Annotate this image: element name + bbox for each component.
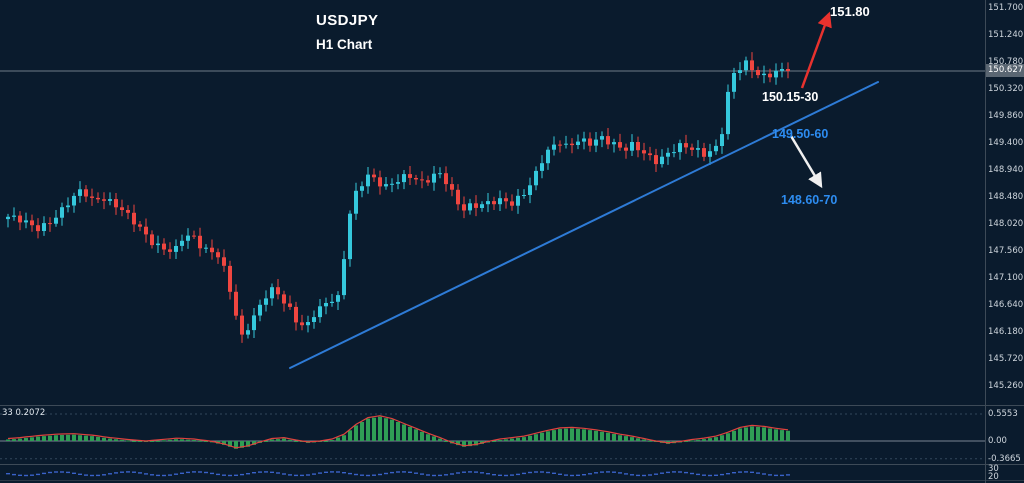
sub-indicator-axis-label: 20 [988,472,999,482]
panel-separator-bottom [0,480,1024,481]
support-label-1: 149.50-60 [772,127,829,141]
bullish-target-arrow [800,11,832,89]
price-axis-label: 148.940 [988,165,1024,175]
timeframe-label: H1 Chart [316,37,373,52]
price-axis-label: 149.400 [988,138,1024,148]
target-label: 151.80 [830,4,870,19]
symbol-label: USDJPY [316,12,379,29]
annotation-arrows [789,11,832,189]
price-axis-label: 150.320 [988,84,1024,94]
price-axis-label: 151.700 [988,3,1024,13]
panel-separator-main-oscillator [0,405,1024,406]
pullback-arrow [789,135,823,189]
price-axis-separator [985,0,986,483]
candles [6,52,790,343]
support-label-2: 148.60-70 [781,193,838,207]
sub-indicator-marks [6,471,790,477]
price-axis-label: 145.260 [988,381,1024,391]
indicator-value-label: 33 0.2072 [2,408,46,418]
oscillator-axis-label: 0.00 [988,436,1007,446]
oscillator-axis-label: 0.5553 [988,409,1018,419]
resistance-label: 150.15-30 [762,90,819,104]
price-axis-label: 147.560 [988,246,1024,256]
price-axis-label: 150.780 [988,57,1024,67]
price-axis-label: 148.480 [988,192,1024,202]
trendline[interactable] [289,81,879,369]
price-axis-label: 151.240 [988,30,1024,40]
sub-indicator-axis-label: 30 [988,464,999,474]
current-price-tag: 150.627 [986,64,1024,78]
chart-title: USDJPY H1 Chart [316,12,378,52]
price-axis-label: 146.180 [988,327,1024,337]
price-axis-label: 147.100 [988,273,1024,283]
oscillator-axis-label: -0.3665 [988,453,1021,464]
oscillator-histogram [0,413,985,460]
price-axis-label: 146.640 [988,300,1024,310]
price-axis-label: 149.860 [988,111,1024,121]
panel-separator-oscillator-sub [0,464,1024,465]
price-axis-label: 148.020 [988,219,1024,229]
price-axis-label: 145.720 [988,354,1024,364]
